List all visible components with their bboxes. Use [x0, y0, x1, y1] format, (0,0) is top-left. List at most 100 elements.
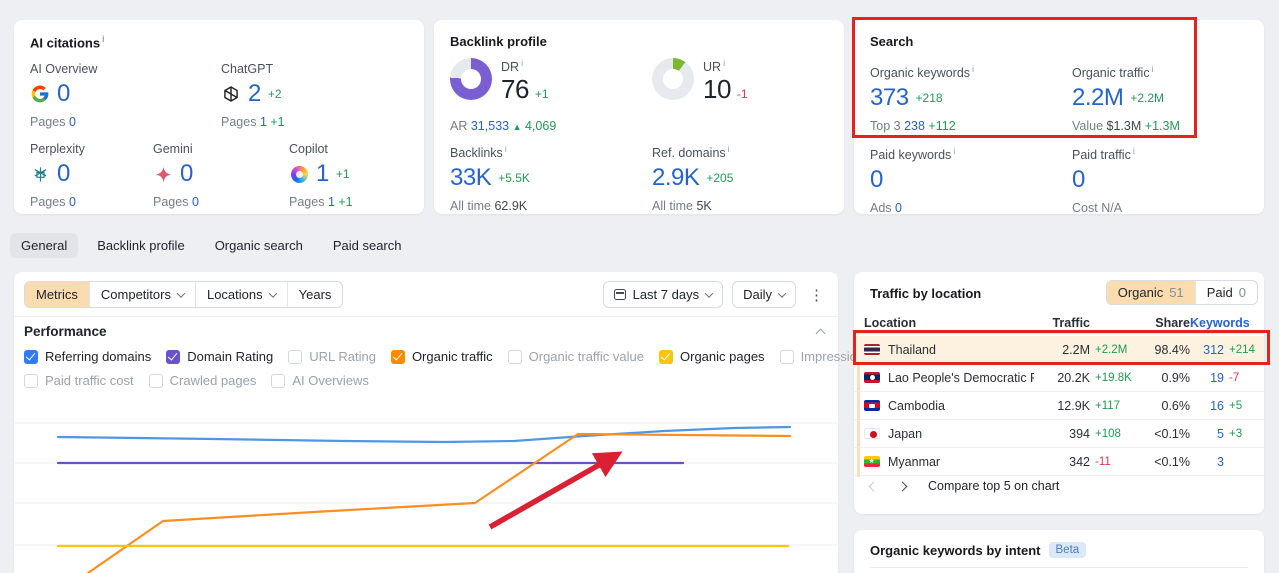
ahrefs-rank: AR 31,533 ▲ 4,069: [450, 119, 557, 133]
table-row-kh[interactable]: Cambodia 12.9K +117 0.6% 16 +5: [854, 392, 1264, 420]
checkbox-icon: [779, 349, 794, 364]
prev-page-icon[interactable]: [868, 481, 879, 491]
url-rating-block: UR i 10 -1: [652, 58, 748, 105]
checkbox-icon: [24, 373, 38, 388]
tab-paid-search[interactable]: Paid search: [332, 238, 402, 253]
dr-value: 76: [501, 74, 529, 105]
kebab-menu-icon[interactable]: ⋮: [809, 286, 824, 304]
info-icon: i: [727, 144, 730, 154]
stat-backlinks: Backlinks i 33K +5.5K All time 62.9K: [450, 144, 530, 214]
stat-organic-traffic: Organic traffic i 2.2M +2.2M Value $1.3M +…: [1072, 64, 1180, 134]
metric-checkbox-organic-traffic-value[interactable]: Organic traffic value: [507, 349, 644, 364]
keywords-delta: -7: [1229, 371, 1240, 384]
metric-checkbox-organic-traffic[interactable]: Organic traffic: [390, 349, 493, 364]
stat-paid-traffic: Paid traffic i 0 Cost N/A: [1072, 146, 1135, 216]
tab-organic-search[interactable]: Organic search: [214, 238, 303, 253]
tab-general[interactable]: General: [10, 233, 79, 258]
traffic-delta: +2.2M: [1095, 343, 1128, 356]
competitors-button[interactable]: Competitors: [88, 282, 195, 307]
stat-ai-overview: AI Overview 0 Pages 0: [30, 62, 98, 129]
gemini-icon: [153, 164, 173, 184]
keywords-link[interactable]: 3: [1217, 454, 1224, 469]
divider: [14, 316, 838, 317]
metric-checkbox-ai-overviews[interactable]: AI Overviews: [271, 373, 369, 388]
table-row-la[interactable]: Lao People's Democratic Reput 20.2K +19.8K…: [854, 364, 1264, 392]
backlinks-count[interactable]: 33K: [450, 164, 492, 192]
column-location[interactable]: Location: [864, 315, 917, 330]
toggle-organic[interactable]: Organic 51: [1106, 281, 1195, 304]
table-row-jp[interactable]: Japan 394 +108 <0.1% 5 +3: [854, 420, 1264, 448]
overview-chart-panel: Metrics Competitors Locations Years Last…: [14, 272, 968, 573]
divider: [870, 567, 1248, 568]
domain-rating-block: DR i 76 +1: [450, 58, 549, 105]
dr-donut-chart: [450, 58, 492, 100]
perplexity-count: 0: [57, 160, 70, 187]
traffic-by-location-panel: Traffic by location Organic 51 Paid 0 Locat…: [854, 272, 1264, 514]
stat-perplexity: Perplexity 0 Pages 0: [30, 142, 85, 209]
panel-title: Traffic by location: [870, 286, 982, 301]
organic-keywords-count[interactable]: 373: [870, 84, 909, 112]
metric-checkbox-url-rating[interactable]: URL Rating: [288, 349, 376, 364]
stat-chatgpt: ChatGPT 2 +2 Pages 1 +1: [221, 62, 285, 129]
traffic-value: 20.2K: [1057, 370, 1090, 385]
location-rows: Thailand 2.2M +2.2M 98.4% 312 +214 Lao People'…: [854, 336, 1264, 476]
chatgpt-icon: [221, 84, 241, 104]
card-title: Backlink profile: [450, 34, 547, 49]
metrics-button[interactable]: Metrics: [25, 282, 89, 307]
metric-checkbox-row: Referring domains Domain Rating URL Rating…: [24, 349, 968, 364]
tab-backlink-profile[interactable]: Backlink profile: [97, 238, 185, 253]
keywords-delta: +5: [1229, 399, 1243, 412]
stat-paid-keywords: Paid keywords i 0 Ads 0: [870, 146, 956, 216]
info-icon: i: [504, 144, 507, 154]
next-page-icon[interactable]: [897, 481, 908, 491]
column-share[interactable]: Share: [1155, 315, 1190, 330]
la-flag-icon: [864, 372, 880, 383]
granularity-dropdown[interactable]: Daily: [732, 281, 796, 308]
keywords-by-intent-panel: Organic keywords by intent Beta: [854, 530, 1264, 573]
performance-line-chart[interactable]: [14, 394, 838, 573]
years-button[interactable]: Years: [286, 282, 343, 307]
info-icon: i: [953, 146, 956, 156]
metric-checkbox-organic-pages[interactable]: Organic pages: [659, 349, 765, 364]
organic-traffic-count[interactable]: 2.2M: [1072, 84, 1124, 112]
checkbox-icon: [24, 349, 38, 364]
keywords-link[interactable]: 19: [1210, 370, 1224, 385]
metric-checkbox-row: Paid traffic cost Crawled pages AI Overvie…: [24, 373, 832, 388]
card-title: AI citations i: [30, 34, 105, 51]
table-pagination: Compare top 5 on chart: [868, 479, 1060, 493]
collapse-chevron-icon[interactable]: [815, 328, 826, 339]
table-row-th[interactable]: Thailand 2.2M +2.2M 98.4% 312 +214: [854, 336, 1264, 364]
copilot-icon: [289, 164, 309, 184]
table-row-mm[interactable]: Myanmar 342 -11 <0.1% 3: [854, 448, 1264, 476]
location-name: Myanmar: [888, 454, 941, 469]
checkbox-icon: [148, 373, 163, 388]
compare-top5-link[interactable]: Compare top 5 on chart: [928, 479, 1060, 493]
date-range-dropdown[interactable]: Last 7 days: [602, 281, 724, 308]
share-value: 0.6%: [1161, 398, 1191, 413]
info-icon: i: [521, 58, 524, 68]
keywords-link[interactable]: 16: [1210, 398, 1224, 413]
checkbox-icon: [271, 373, 286, 388]
traffic-value: 342: [1069, 454, 1090, 469]
traffic-value: 12.9K: [1057, 398, 1090, 413]
keywords-link[interactable]: 312: [1203, 342, 1224, 357]
location-name: Lao People's Democratic Reput: [888, 370, 1034, 385]
keywords-link[interactable]: 5: [1217, 426, 1224, 441]
metric-checkbox-referring-domains[interactable]: Referring domains: [24, 349, 151, 364]
chatgpt-count: 2: [248, 80, 261, 107]
jp-flag-icon: [864, 428, 880, 439]
search-card: Search Organic keywords i 373 +218 Top 3 2…: [854, 20, 1264, 216]
metric-checkbox-paid-traffic-cost[interactable]: Paid traffic cost: [24, 373, 134, 388]
metric-checkbox-domain-rating[interactable]: Domain Rating: [166, 349, 273, 364]
share-value: <0.1%: [1154, 426, 1190, 441]
column-traffic[interactable]: Traffic: [1052, 315, 1090, 330]
locations-button[interactable]: Locations: [194, 282, 287, 307]
toggle-paid[interactable]: Paid 0: [1194, 281, 1257, 304]
metric-checkbox-crawled-pages[interactable]: Crawled pages: [148, 373, 256, 388]
ai-overview-count: 0: [57, 80, 70, 107]
location-name: Thailand: [888, 342, 936, 357]
mm-flag-icon: [864, 456, 880, 467]
share-value: <0.1%: [1154, 454, 1190, 469]
column-keywords[interactable]: Keywords: [1190, 315, 1250, 330]
ref-domains-count[interactable]: 2.9K: [652, 164, 700, 192]
